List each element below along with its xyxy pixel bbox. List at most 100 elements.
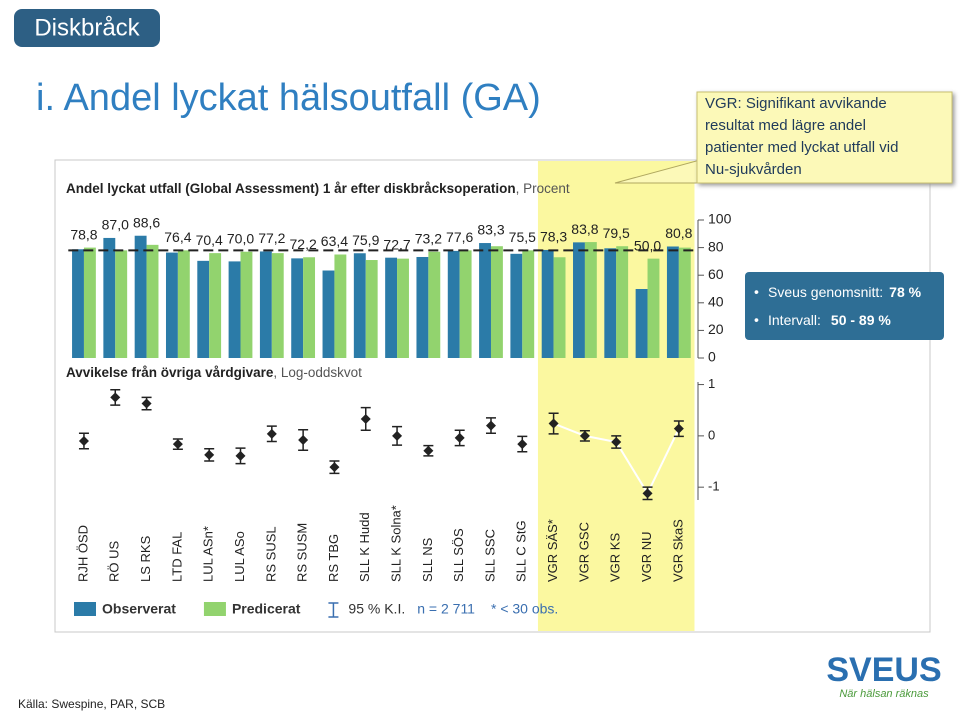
summary-label: Intervall: bbox=[768, 312, 821, 328]
y-tick-label: 60 bbox=[708, 266, 724, 282]
x-tick-label: VGR KS bbox=[608, 533, 623, 582]
bar bbox=[83, 247, 96, 358]
bar bbox=[146, 244, 159, 358]
point bbox=[579, 430, 590, 441]
bar bbox=[604, 248, 617, 358]
x-tick-label: SLL C StG bbox=[514, 520, 529, 582]
title-suffix: , Procent bbox=[516, 181, 570, 196]
point bbox=[517, 439, 528, 450]
summary-value: 78 % bbox=[889, 284, 921, 300]
bar bbox=[416, 256, 429, 358]
point bbox=[423, 445, 434, 456]
value-label: 88,6 bbox=[133, 214, 160, 230]
value-label: 79,5 bbox=[603, 225, 630, 241]
note-line: VGR: Signifikant avvikande bbox=[705, 95, 887, 112]
y-tick-label: 20 bbox=[708, 321, 724, 337]
value-label: 76,4 bbox=[164, 229, 191, 245]
x-tick-label: VGR SÄS* bbox=[545, 519, 560, 582]
value-label: 72,2 bbox=[290, 236, 317, 252]
x-tick-label: RÖ US bbox=[107, 541, 122, 583]
point bbox=[141, 398, 152, 409]
legend-label: Observerat bbox=[102, 601, 176, 617]
bar bbox=[510, 253, 523, 358]
bar bbox=[303, 257, 316, 358]
chart-title: Avvikelse från övriga vårdgivare, Log-od… bbox=[66, 365, 362, 380]
title-main: Avvikelse från övriga vårdgivare bbox=[66, 365, 274, 380]
y-tick-label: 0 bbox=[708, 349, 716, 365]
legend-ci: 95 % K.I. bbox=[348, 601, 405, 617]
slide-title: i. Andel lyckat hälsoutfall (GA) bbox=[36, 77, 541, 119]
x-tick-label: SLL NS bbox=[420, 537, 435, 582]
point bbox=[172, 439, 183, 450]
point bbox=[266, 428, 277, 439]
bar bbox=[678, 247, 691, 358]
y-tick-label: 80 bbox=[708, 238, 724, 254]
point bbox=[298, 434, 309, 445]
note-line: patienter med lyckat utfall vid bbox=[705, 139, 898, 156]
note-box bbox=[696, 91, 953, 184]
legend-n: n = 2 711 bbox=[417, 601, 475, 617]
note-line: Nu-sjukvården bbox=[705, 161, 802, 178]
legend-swatch bbox=[203, 602, 226, 616]
x-tick-label: SLL K Solna* bbox=[388, 505, 403, 582]
value-label: 50,0 bbox=[634, 237, 661, 253]
value-label: 77,2 bbox=[258, 230, 285, 246]
bar bbox=[428, 251, 441, 358]
chart-title: Andel lyckat utfall (Global Assessment) … bbox=[66, 181, 570, 196]
bar bbox=[397, 258, 409, 358]
value-label: 77,6 bbox=[446, 229, 473, 245]
y-tick-label: 40 bbox=[708, 294, 724, 310]
y-tick-label: 0 bbox=[708, 427, 715, 442]
logo: SVEUS bbox=[826, 651, 941, 689]
logo-tagline: När hälsan räknas bbox=[839, 688, 929, 700]
bullet: • bbox=[754, 312, 759, 328]
legend-ci-icon bbox=[328, 602, 339, 618]
bar bbox=[490, 246, 503, 358]
bar bbox=[72, 249, 84, 358]
x-tick-label: VGR GSC bbox=[576, 522, 591, 582]
y-tick-label: 100 bbox=[708, 211, 732, 227]
bar bbox=[197, 260, 210, 358]
summary-box bbox=[745, 272, 944, 340]
x-tick-label: LUL ASn* bbox=[201, 526, 216, 582]
bar bbox=[635, 289, 648, 358]
x-tick-label: LTD FAL bbox=[169, 532, 184, 582]
tab-label: Diskbråck bbox=[34, 14, 140, 41]
bar bbox=[177, 250, 190, 358]
bar bbox=[385, 257, 398, 358]
point bbox=[673, 423, 684, 434]
value-label: 87,0 bbox=[102, 217, 129, 233]
x-tick-label: LUL ASo bbox=[232, 531, 247, 582]
summary-line: Intervall: 50 - 89 % bbox=[768, 312, 891, 328]
point bbox=[611, 437, 622, 448]
bar bbox=[616, 246, 629, 358]
bar bbox=[228, 261, 241, 358]
bullet: • bbox=[754, 284, 759, 300]
x-tick-label: SLL SSC bbox=[482, 529, 497, 582]
x-tick-label: RS TBG bbox=[326, 534, 341, 582]
bar bbox=[240, 251, 253, 358]
point bbox=[204, 449, 215, 460]
bar bbox=[584, 242, 597, 358]
x-tick-label: VGR NU bbox=[639, 531, 654, 582]
point bbox=[110, 392, 121, 403]
x-tick-label: RS SUSL bbox=[263, 526, 278, 582]
source: Källa: Swespine, PAR, SCB bbox=[18, 697, 165, 711]
value-label: 70,0 bbox=[227, 230, 254, 246]
x-tick-label: LS RKS bbox=[138, 535, 153, 582]
point bbox=[454, 432, 465, 443]
legend-footnote: * < 30 obs. bbox=[491, 601, 558, 617]
point bbox=[235, 450, 246, 461]
bar bbox=[353, 253, 366, 358]
value-label: 78,8 bbox=[70, 226, 97, 242]
summary-label: Sveus genomsnitt: bbox=[768, 284, 883, 300]
x-tick-label: RJH ÖSD bbox=[75, 525, 90, 582]
note-line: resultat med lägre andel bbox=[705, 117, 866, 134]
x-tick-label: RS SUSM bbox=[295, 523, 310, 582]
value-label: 73,2 bbox=[415, 230, 442, 246]
legend-label: Predicerat bbox=[232, 601, 301, 617]
bar bbox=[334, 254, 347, 358]
bar bbox=[573, 242, 585, 358]
bar bbox=[647, 258, 660, 358]
